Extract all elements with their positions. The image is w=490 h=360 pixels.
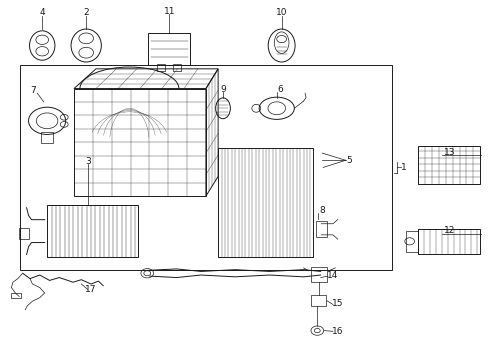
Text: 17: 17	[85, 285, 97, 294]
Text: 3: 3	[85, 157, 91, 166]
Bar	[312, 296, 326, 306]
Text: 10: 10	[276, 8, 288, 17]
Bar	[406, 231, 418, 252]
Bar	[20, 65, 392, 270]
Text: 1: 1	[401, 163, 407, 172]
Text: 4: 4	[39, 8, 45, 17]
Bar	[316, 221, 327, 237]
Bar	[418, 229, 480, 253]
Text: 15: 15	[332, 299, 343, 308]
Text: 16: 16	[332, 327, 343, 336]
Bar	[11, 293, 21, 298]
Text: 11: 11	[164, 7, 175, 16]
Bar	[19, 228, 28, 239]
Text: 5: 5	[346, 156, 352, 165]
Bar	[157, 64, 165, 71]
Text: 13: 13	[443, 148, 455, 157]
Bar	[218, 148, 314, 257]
Text: 8: 8	[319, 206, 325, 215]
Bar	[74, 89, 206, 196]
Bar	[148, 33, 190, 65]
Text: 2: 2	[83, 8, 89, 17]
Bar	[418, 146, 480, 184]
Bar	[311, 267, 327, 282]
Text: 12: 12	[443, 226, 455, 235]
Text: 7: 7	[30, 86, 36, 95]
Bar	[173, 64, 181, 71]
Bar	[47, 205, 138, 257]
Text: 9: 9	[220, 85, 226, 94]
Text: 14: 14	[327, 270, 339, 279]
Bar	[41, 132, 53, 143]
Text: 6: 6	[277, 85, 283, 94]
